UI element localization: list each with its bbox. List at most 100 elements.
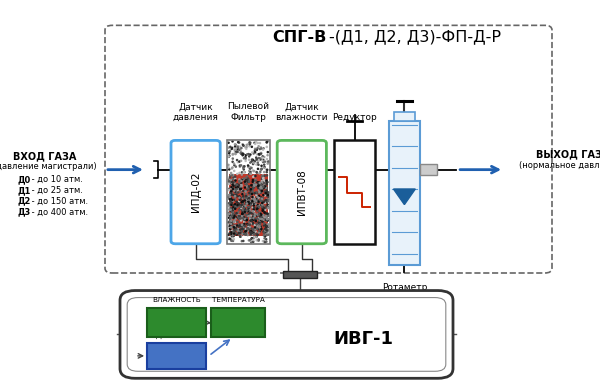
Point bbox=[263, 205, 273, 211]
Point bbox=[238, 199, 248, 206]
Point bbox=[247, 191, 257, 197]
Point bbox=[253, 225, 262, 232]
Point bbox=[252, 170, 262, 176]
Point bbox=[241, 202, 251, 208]
Point bbox=[244, 204, 254, 210]
Point bbox=[247, 182, 256, 188]
Point bbox=[240, 217, 250, 223]
Point bbox=[239, 204, 249, 211]
Point bbox=[256, 211, 265, 217]
Point bbox=[227, 165, 237, 171]
Point bbox=[227, 206, 236, 212]
Point bbox=[262, 211, 272, 217]
Point bbox=[245, 139, 254, 145]
Point bbox=[254, 220, 264, 226]
Point bbox=[250, 181, 259, 187]
Point bbox=[255, 222, 265, 228]
Point bbox=[224, 140, 233, 146]
Point bbox=[229, 172, 238, 178]
Point bbox=[233, 187, 242, 193]
Point bbox=[262, 198, 272, 204]
Point bbox=[242, 217, 251, 223]
Point bbox=[253, 182, 263, 188]
Point bbox=[256, 183, 266, 190]
Point bbox=[254, 179, 264, 185]
Point bbox=[251, 224, 261, 230]
Point bbox=[258, 195, 268, 201]
Point bbox=[249, 177, 259, 184]
Point bbox=[259, 185, 268, 191]
Point bbox=[230, 228, 239, 234]
Point bbox=[224, 225, 233, 231]
Point bbox=[227, 236, 236, 243]
Point bbox=[247, 225, 256, 232]
Point bbox=[247, 186, 257, 193]
Point bbox=[235, 216, 244, 222]
Point bbox=[257, 204, 266, 210]
Point bbox=[263, 149, 272, 155]
Point bbox=[234, 223, 244, 230]
Point bbox=[239, 163, 249, 170]
Point bbox=[251, 138, 261, 145]
Point bbox=[226, 147, 235, 154]
Point bbox=[259, 176, 268, 182]
Point bbox=[239, 195, 248, 201]
Point bbox=[239, 163, 248, 170]
Point bbox=[236, 162, 246, 168]
Point bbox=[244, 183, 254, 190]
Point bbox=[239, 230, 248, 237]
Point bbox=[251, 226, 260, 232]
Point bbox=[229, 209, 238, 215]
Text: ИВГ-1: ИВГ-1 bbox=[333, 330, 393, 348]
Point bbox=[257, 185, 266, 191]
Point bbox=[242, 217, 251, 223]
Point bbox=[226, 237, 236, 243]
Point bbox=[249, 229, 259, 235]
Point bbox=[231, 225, 241, 231]
Point bbox=[230, 225, 240, 231]
Point bbox=[254, 204, 263, 210]
Point bbox=[227, 191, 237, 197]
Point bbox=[224, 150, 234, 156]
Point bbox=[254, 228, 264, 234]
Bar bbox=[147, 343, 206, 369]
Point bbox=[242, 144, 251, 150]
Point bbox=[236, 149, 246, 155]
Point bbox=[247, 236, 256, 242]
Point bbox=[259, 222, 269, 229]
Point bbox=[253, 232, 262, 238]
Point bbox=[242, 200, 251, 207]
Point bbox=[235, 197, 245, 203]
Point bbox=[241, 158, 250, 164]
Bar bbox=[334, 140, 375, 244]
Point bbox=[250, 159, 259, 165]
Point bbox=[245, 213, 254, 220]
Point bbox=[226, 202, 235, 208]
Point bbox=[259, 180, 269, 186]
Point bbox=[254, 203, 263, 209]
Point bbox=[228, 176, 238, 182]
Point bbox=[253, 238, 263, 244]
Point bbox=[248, 213, 258, 220]
Point bbox=[234, 212, 244, 218]
Point bbox=[260, 173, 269, 179]
Point bbox=[251, 216, 260, 223]
Point bbox=[254, 151, 263, 157]
Point bbox=[258, 206, 268, 212]
Point bbox=[258, 207, 268, 214]
Bar bbox=[394, 112, 415, 121]
Point bbox=[251, 192, 261, 198]
Point bbox=[227, 211, 236, 217]
Point bbox=[230, 162, 239, 168]
Bar bbox=[211, 308, 265, 337]
Point bbox=[249, 182, 259, 188]
Point bbox=[235, 202, 245, 208]
Point bbox=[227, 230, 236, 237]
Point bbox=[235, 170, 244, 176]
Point bbox=[257, 179, 267, 186]
Point bbox=[256, 198, 266, 204]
Point bbox=[256, 156, 266, 163]
Point bbox=[255, 152, 265, 158]
Point bbox=[236, 233, 246, 239]
Point bbox=[261, 198, 271, 204]
